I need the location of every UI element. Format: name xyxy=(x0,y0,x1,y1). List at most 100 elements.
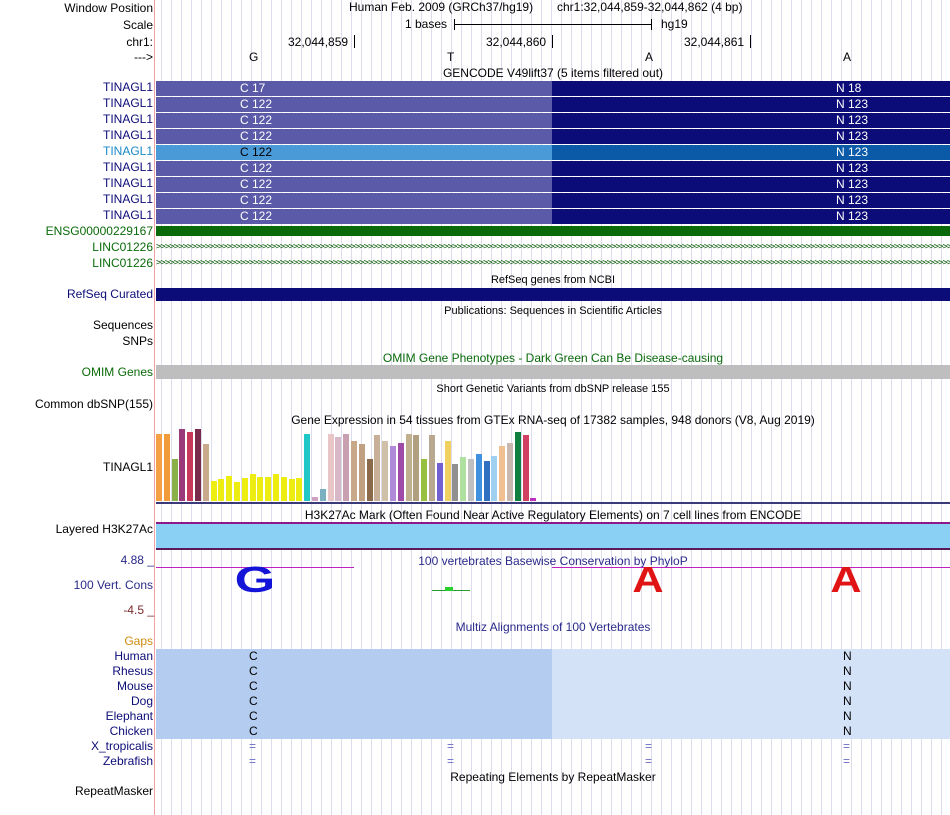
gencode-feature[interactable]: C 17 N 18 xyxy=(156,81,950,96)
alignment-block-left[interactable]: C xyxy=(156,709,552,724)
gencode-right-segment[interactable]: N 123 xyxy=(552,145,950,160)
gtex-tissue-bar[interactable] xyxy=(319,489,326,501)
alignment-block-right[interactable]: N xyxy=(552,664,950,679)
gaps-label[interactable]: Gaps xyxy=(124,634,153,648)
gtex-tissue-bar[interactable] xyxy=(413,435,420,501)
gencode-label[interactable]: TINAGL1 xyxy=(102,208,153,222)
linc-label[interactable]: LINC01226 xyxy=(92,240,153,254)
gencode-feature[interactable]: C 122 N 123 xyxy=(156,161,950,176)
gtex-tissue-bar[interactable] xyxy=(335,437,342,501)
gencode-left-segment[interactable]: C 17 xyxy=(156,81,552,96)
gtex-tissue-bar[interactable] xyxy=(187,432,194,501)
gencode-right-segment[interactable]: N 123 xyxy=(552,113,950,128)
phylop-letter-g[interactable]: G xyxy=(234,559,276,600)
gencode-feature[interactable]: C 122 N 123 xyxy=(156,145,950,160)
gencode-label[interactable]: TINAGL1 xyxy=(102,144,153,158)
h3k27ac-title[interactable]: H3K27Ac Mark (Often Found Near Active Re… xyxy=(304,508,802,522)
gencode-label[interactable]: TINAGL1 xyxy=(102,80,153,94)
gencode-right-segment[interactable]: N 123 xyxy=(552,209,950,224)
gencode-right-segment[interactable]: N 123 xyxy=(552,97,950,112)
gtex-tissue-bar[interactable] xyxy=(265,477,272,501)
snps-label[interactable]: SNPs xyxy=(122,334,153,348)
gtex-tissue-bar[interactable] xyxy=(179,429,186,501)
linc-feature-arrows[interactable]: >>>>>>>>>>>>>>>>>>>>>>>>>>>>>>>>>>>>>>>>… xyxy=(156,258,950,268)
gencode-left-segment[interactable]: C 122 xyxy=(156,129,552,144)
gtex-tissue-bar[interactable] xyxy=(429,435,435,501)
refseq-title[interactable]: RefSeq genes from NCBI xyxy=(490,274,616,286)
gtex-tissue-bar[interactable] xyxy=(499,446,506,501)
gtex-tissue-bar[interactable] xyxy=(405,434,412,501)
gencode-feature[interactable]: C 122 N 123 xyxy=(156,193,950,208)
gtex-tissue-bar[interactable] xyxy=(156,434,162,501)
gencode-left-segment[interactable]: C 122 xyxy=(156,209,552,224)
alignment-block-right[interactable]: N xyxy=(552,694,950,709)
species-label[interactable]: X_tropicalis xyxy=(90,739,153,753)
species-label[interactable]: Mouse xyxy=(116,679,153,693)
gtex-tissue-bar[interactable] xyxy=(475,454,482,501)
linc-label[interactable]: LINC01226 xyxy=(92,256,153,270)
gtex-tissue-bar[interactable] xyxy=(249,474,256,501)
alignment-block-left[interactable]: C xyxy=(156,724,552,739)
gtex-tissue-bar[interactable] xyxy=(202,444,209,501)
species-label[interactable]: Chicken xyxy=(109,724,153,738)
gtex-tissue-bar[interactable] xyxy=(312,497,318,501)
alignment-block-right[interactable]: N xyxy=(552,724,950,739)
gtex-tissue-bar[interactable] xyxy=(483,461,490,501)
gtex-tissue-bar[interactable] xyxy=(195,429,201,501)
gtex-tissue-bar[interactable] xyxy=(296,478,303,501)
gtex-bar-plot[interactable] xyxy=(156,428,950,503)
gtex-tissue-bar[interactable] xyxy=(522,435,529,501)
alignment-block-left[interactable]: C xyxy=(156,679,552,694)
gencode-right-segment[interactable]: N 123 xyxy=(552,129,950,144)
gtex-tissue-bar[interactable] xyxy=(288,479,295,501)
gtex-tissue-bar[interactable] xyxy=(390,446,396,501)
gencode-left-segment[interactable]: C 122 xyxy=(156,193,552,208)
gtex-tissue-bar[interactable] xyxy=(304,434,311,501)
species-label[interactable]: Elephant xyxy=(105,709,153,723)
gencode-left-segment[interactable]: C 122 xyxy=(156,97,552,112)
alignment-block-left[interactable]: C xyxy=(156,694,552,709)
gtex-tissue-bar[interactable] xyxy=(358,444,365,501)
species-label[interactable]: Zebrafish xyxy=(102,754,153,768)
gtex-tissue-bar[interactable] xyxy=(444,441,451,501)
gtex-tissue-bar[interactable] xyxy=(218,479,225,501)
gtex-tissue-bar[interactable] xyxy=(280,477,287,501)
gencode-feature[interactable]: C 122 N 123 xyxy=(156,97,950,112)
gencode-label[interactable]: TINAGL1 xyxy=(102,160,153,174)
gtex-tissue-bar[interactable] xyxy=(421,459,428,501)
gencode-label[interactable]: TINAGL1 xyxy=(102,96,153,110)
gtex-tissue-bar[interactable] xyxy=(436,463,443,501)
position-text[interactable]: chr1:32,044,859-32,044,862 (4 bp) xyxy=(557,0,743,14)
gencode-left-segment[interactable]: C 122 xyxy=(156,113,552,128)
gencode-title[interactable]: GENCODE V49lift37 (5 items filtered out) xyxy=(442,66,664,80)
gencode-right-segment[interactable]: N 18 xyxy=(552,81,950,96)
gtex-tissue-bar[interactable] xyxy=(226,476,233,501)
omim-feature[interactable] xyxy=(156,365,950,379)
h3k27ac-label[interactable]: Layered H3K27Ac xyxy=(55,522,153,536)
h3k27ac-signal[interactable] xyxy=(156,524,950,548)
gtex-tissue-bar[interactable] xyxy=(514,432,521,501)
gtex-tissue-bar[interactable] xyxy=(460,457,467,501)
gencode-feature[interactable]: C 122 N 123 xyxy=(156,209,950,224)
ensg-feature[interactable] xyxy=(156,226,950,236)
gtex-tissue-bar[interactable] xyxy=(273,474,279,501)
gencode-label[interactable]: TINAGL1 xyxy=(102,128,153,142)
gencode-right-segment[interactable]: N 123 xyxy=(552,161,950,176)
species-label[interactable]: Rhesus xyxy=(112,664,153,678)
gencode-right-segment[interactable]: N 123 xyxy=(552,177,950,192)
gtex-tissue-bar[interactable] xyxy=(234,482,240,501)
refseq-feature[interactable] xyxy=(156,288,950,301)
gtex-tissue-bar[interactable] xyxy=(210,481,217,501)
species-label[interactable]: Dog xyxy=(130,694,153,708)
gencode-left-segment[interactable]: C 122 xyxy=(156,145,552,160)
gtex-tissue-bar[interactable] xyxy=(163,434,170,501)
dbsnp-label[interactable]: Common dbSNP(155) xyxy=(34,397,153,411)
gtex-tissue-bar[interactable] xyxy=(468,459,474,501)
gtex-tissue-bar[interactable] xyxy=(171,459,178,501)
phylop-label[interactable]: 100 Vert. Cons xyxy=(73,578,153,592)
alignment-block-left[interactable]: C xyxy=(156,649,552,664)
dbsnp-title[interactable]: Short Genetic Variants from dbSNP releas… xyxy=(436,383,670,395)
ensg-label[interactable]: ENSG00000229167 xyxy=(45,224,153,238)
gtex-tissue-bar[interactable] xyxy=(343,434,350,501)
gtex-title[interactable]: Gene Expression in 54 tissues from GTEx … xyxy=(291,413,815,427)
